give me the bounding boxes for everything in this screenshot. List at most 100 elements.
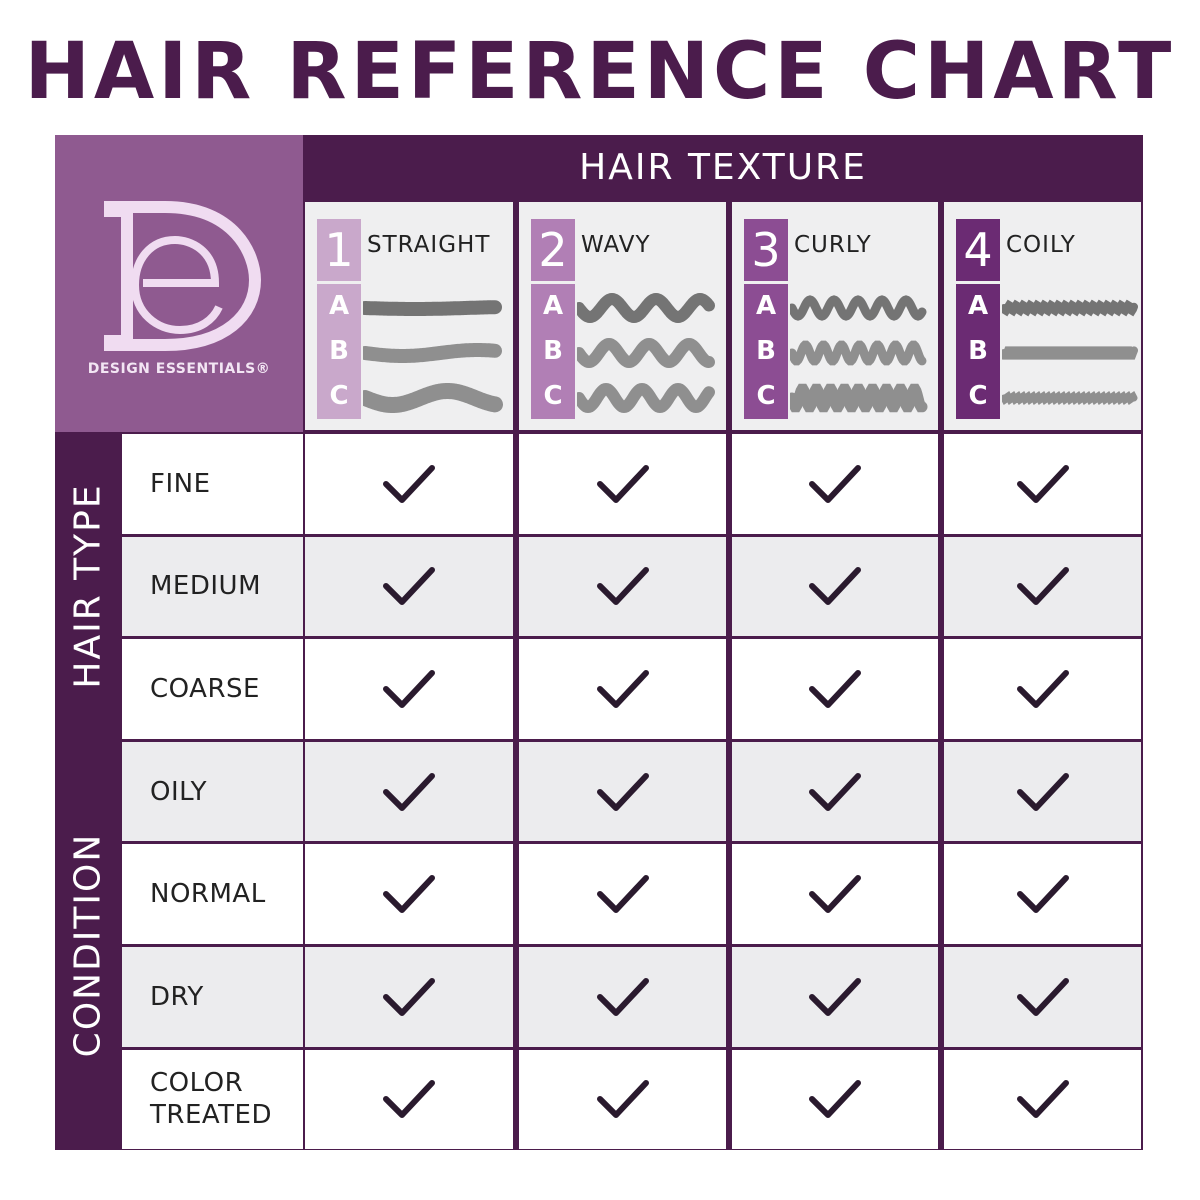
check-cell [305,947,513,1047]
row-label: COLOR TREATED [122,1049,303,1150]
row-label: FINE [122,434,303,534]
check-cell [944,639,1141,739]
hair-strand-icon [577,337,715,369]
section-label-hair-type: HAIR TYPE [55,432,120,740]
hair-strand-icon [363,343,502,363]
check-cell [305,844,513,944]
check-icon [1016,567,1069,606]
texture-cell-curly: 3 A B C CURLY [732,202,938,430]
check-cell [305,639,513,739]
texture-label: WAVY [581,232,651,258]
row-label: NORMAL [122,844,303,944]
check-icon [1016,875,1069,914]
hair-sample-curly [790,295,928,413]
hair-strand-icon [790,295,927,321]
check-cell [732,844,938,944]
texture-label: CURLY [794,232,872,258]
row-label: OILY [122,741,303,842]
texture-number: 4 [956,219,1000,281]
check-cell [305,434,513,534]
subtype-label: B [543,336,563,366]
check-cell [944,1049,1141,1150]
brand-name: DESIGN ESSENTIALS® [87,361,271,377]
check-cell [732,639,938,739]
subtype-label: A [328,291,350,321]
check-icon [596,875,649,914]
check-icon [1016,1080,1069,1119]
check-cell [944,536,1141,637]
check-icon [809,772,861,811]
check-cell [519,1049,726,1150]
check-cell [732,434,938,534]
check-icon [596,464,649,503]
check-cell [944,947,1141,1047]
check-icon [596,1080,649,1119]
texture-cell-wavy: 2 A B C WAVY [519,202,726,430]
check-icon [1016,772,1069,811]
check-icon [809,875,861,914]
subtype-label: A [967,291,989,321]
subtype-label: B [756,336,776,366]
check-cell [519,536,726,637]
hair-texture-header: HAIR TEXTURE [579,147,867,188]
subtype-label: C [756,381,776,411]
row-label: COARSE [122,639,303,739]
check-icon [809,977,861,1016]
check-cell [519,741,726,842]
texture-number: 3 [744,219,788,281]
check-icon [809,567,861,606]
check-icon [383,772,435,811]
check-icon [809,464,861,503]
section-label-text: CONDITION [67,832,108,1058]
check-icon [596,669,649,708]
texture-number: 1 [317,219,361,281]
section-label-condition: CONDITION [55,740,120,1150]
check-icon [383,464,435,503]
texture-label: STRAIGHT [367,232,491,258]
brand-logo-cell: DESIGN ESSENTIALS® [55,135,303,432]
check-cell [519,434,726,534]
hair-strand-icon [363,383,503,413]
check-cell [519,639,726,739]
check-cell [944,434,1141,534]
check-cell [944,741,1141,842]
hair-strand-icon [790,340,927,366]
texture-cell-coily: 4 A B C COILY [944,202,1141,430]
section-label-text: HAIR TYPE [67,483,108,689]
page-title: HAIR REFERENCE CHART [24,27,1176,117]
hair-sample-wavy [577,292,715,414]
hair-strand-icon [1002,346,1138,360]
check-icon [596,772,649,811]
check-cell [519,844,726,944]
hair-strand-icon [1002,299,1138,317]
check-cell [732,1049,938,1150]
check-cell [305,741,513,842]
hair-sample-coily [1002,299,1138,406]
check-icon [1016,464,1069,503]
check-icon [1016,669,1069,708]
check-icon [383,875,435,914]
subtype-label: A [542,291,564,321]
check-cell [519,947,726,1047]
hair-sample-straight [363,300,503,413]
hair-strand-icon [790,383,928,413]
subtype-label: C [968,381,988,411]
check-icon [383,1080,435,1119]
check-icon [383,567,435,606]
check-icon [809,1080,861,1119]
subtype-label: C [543,381,563,411]
check-cell [732,536,938,637]
check-icon [383,669,435,708]
texture-label: COILY [1006,232,1076,258]
check-icon [809,669,861,708]
hair-strand-icon [577,382,715,414]
row-label: MEDIUM [122,536,303,637]
check-cell [732,947,938,1047]
hair-strand-icon [577,292,715,324]
hair-strand-icon [1002,390,1138,406]
check-icon [596,977,649,1016]
